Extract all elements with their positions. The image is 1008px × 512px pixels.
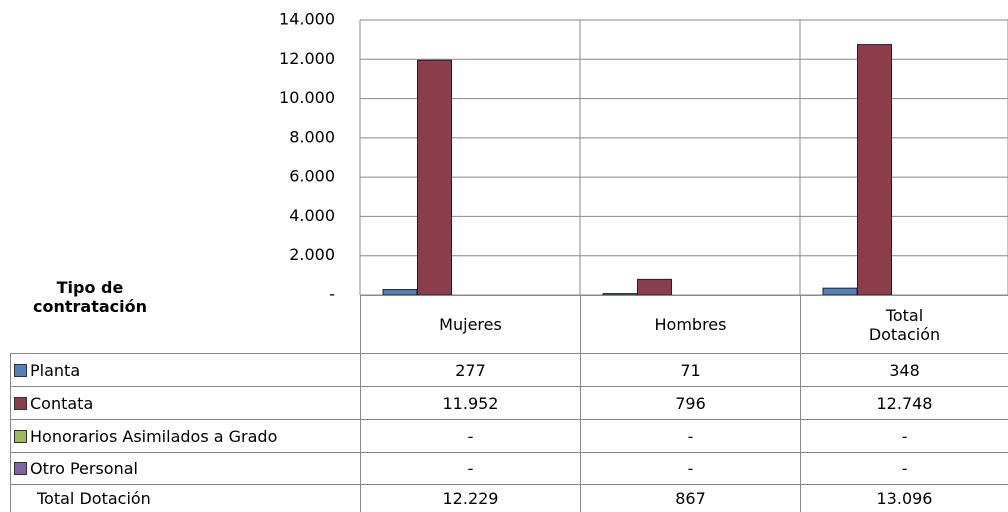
row-label: Total Dotación — [10, 484, 361, 512]
category-header: Hombres — [580, 295, 801, 354]
y-tick-label: 6.000 — [289, 167, 335, 186]
table-value: - — [360, 452, 581, 485]
table-value: - — [800, 419, 1008, 453]
y-tick-label: 4.000 — [289, 206, 335, 225]
legend-label: Honorarios Asimilados a Grado — [30, 426, 278, 446]
category-header: Total Dotación — [800, 295, 1008, 354]
row-label: Honorarios Asimilados a Grado — [10, 419, 361, 453]
bar — [857, 44, 892, 296]
legend-label: Otro Personal — [30, 459, 138, 478]
table-value: 277 — [360, 353, 581, 387]
row-label: Contata — [10, 386, 361, 420]
row-label: Otro Personal — [10, 452, 361, 485]
y-tick-label: 10.000 — [279, 88, 335, 107]
legend-label: Total Dotación — [37, 489, 151, 508]
table-value: 867 — [580, 484, 801, 512]
table-value: 348 — [800, 353, 1008, 387]
y-tick-label: 2.000 — [289, 245, 335, 264]
legend-swatch — [14, 363, 27, 377]
y-tick-label: 12.000 — [279, 49, 335, 68]
y-tick-label: 14.000 — [279, 10, 335, 29]
bar — [417, 59, 452, 296]
table-value: - — [580, 419, 801, 453]
bar — [637, 278, 672, 296]
legend-label: Contata — [30, 393, 94, 413]
bar — [822, 287, 858, 296]
table-value: 12.229 — [360, 484, 581, 512]
table-value: - — [800, 452, 1008, 485]
table-value: 796 — [580, 386, 801, 420]
table-value: 11.952 — [360, 386, 581, 420]
table-value: - — [580, 452, 801, 485]
legend-swatch — [14, 429, 27, 443]
legend-swatch — [14, 396, 27, 410]
table-value: 12.748 — [800, 386, 1008, 420]
y-tick-label: 8.000 — [289, 127, 335, 146]
y-tick-label: - — [329, 285, 335, 304]
table-value: 13.096 — [800, 484, 1008, 512]
table-value: 71 — [580, 353, 801, 387]
row-label: Planta — [10, 353, 361, 387]
table-value: - — [360, 419, 581, 453]
category-header: Mujeres — [360, 295, 581, 354]
table-header: Tipo de contratación — [33, 278, 147, 316]
legend-swatch — [14, 462, 27, 475]
legend-label: Planta — [30, 360, 81, 380]
